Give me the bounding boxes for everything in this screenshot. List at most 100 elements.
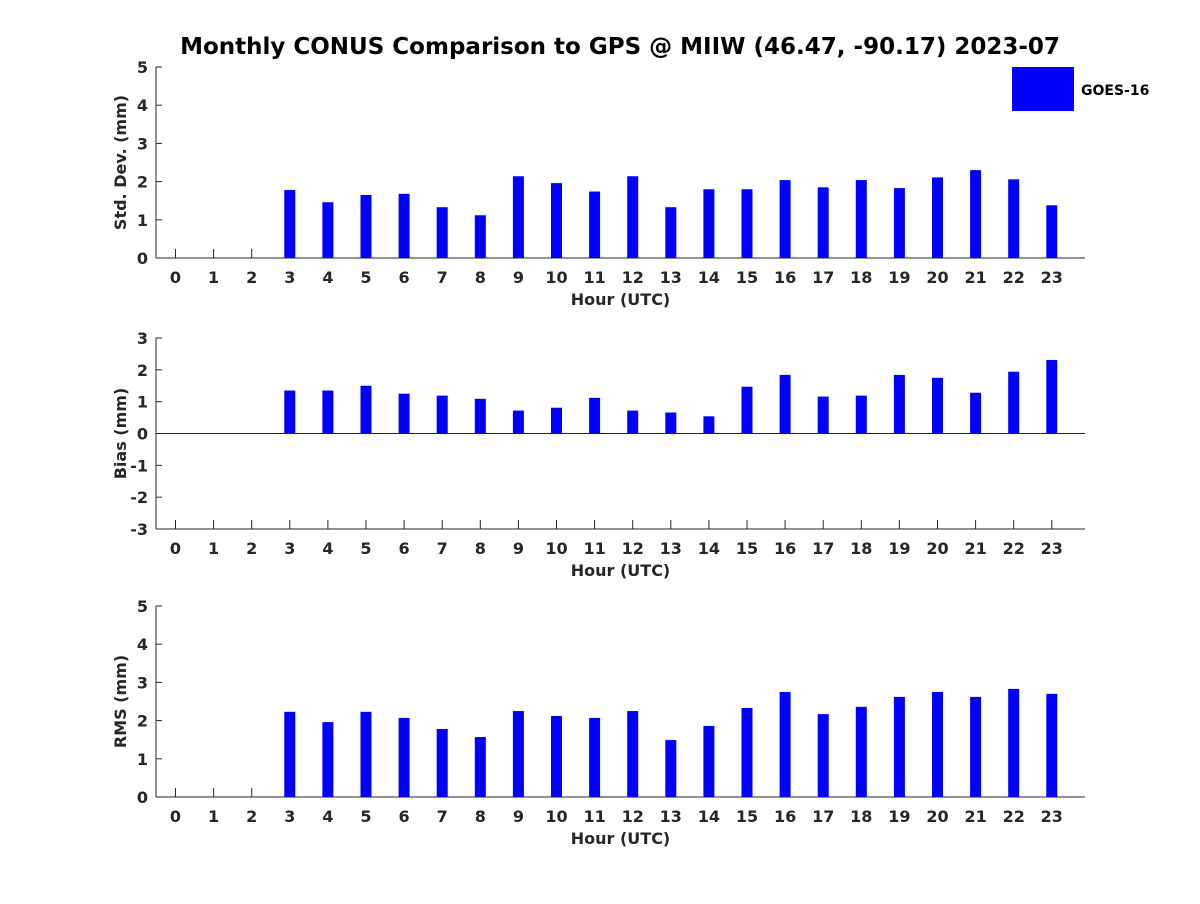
y-tick-label: 5 bbox=[137, 58, 148, 77]
x-tick-label: 16 bbox=[774, 539, 796, 558]
bar-std-dev-hour-16 bbox=[779, 180, 791, 258]
x-tick-label: 9 bbox=[513, 539, 524, 558]
bar-std-dev-hour-14 bbox=[703, 189, 715, 258]
y-tick-label: 3 bbox=[137, 329, 148, 348]
bar-std-dev-hour-18 bbox=[855, 180, 867, 258]
x-tick-label: 6 bbox=[399, 539, 410, 558]
bar-bias-hour-19 bbox=[893, 374, 905, 434]
x-tick-label: 20 bbox=[926, 268, 948, 287]
bar-rms-hour-9 bbox=[512, 711, 524, 797]
x-tick-label: 23 bbox=[1041, 539, 1063, 558]
bar-rms-hour-18 bbox=[855, 706, 867, 797]
x-tick-label: 21 bbox=[964, 539, 986, 558]
bar-std-dev-hour-10 bbox=[551, 183, 562, 258]
bar-rms-hour-3 bbox=[284, 711, 296, 797]
x-axis-label: Hour (UTC) bbox=[571, 829, 671, 848]
x-tick-label: 16 bbox=[774, 268, 796, 287]
x-tick-label: 3 bbox=[284, 539, 295, 558]
x-axis-label: Hour (UTC) bbox=[571, 290, 671, 309]
x-tick-label: 12 bbox=[622, 539, 644, 558]
y-tick-label: 2 bbox=[137, 173, 148, 192]
x-tick-label: 21 bbox=[964, 807, 986, 826]
x-tick-label: 0 bbox=[170, 539, 181, 558]
bar-bias-hour-23 bbox=[1046, 359, 1058, 434]
x-tick-label: 5 bbox=[360, 807, 371, 826]
x-tick-label: 17 bbox=[812, 268, 834, 287]
bar-rms-hour-20 bbox=[932, 691, 943, 797]
x-tick-label: 19 bbox=[888, 807, 910, 826]
bar-bias-hour-21 bbox=[970, 392, 982, 434]
x-tick-label: 11 bbox=[583, 268, 605, 287]
x-tick-label: 2 bbox=[246, 807, 257, 826]
x-tick-label: 2 bbox=[246, 539, 257, 558]
x-tick-label: 20 bbox=[926, 807, 948, 826]
y-tick-label: 2 bbox=[137, 712, 148, 731]
x-tick-label: 5 bbox=[360, 268, 371, 287]
y-tick-label: 0 bbox=[137, 788, 148, 807]
bar-std-dev-hour-23 bbox=[1046, 205, 1058, 258]
x-tick-label: 20 bbox=[926, 539, 948, 558]
bar-std-dev-hour-9 bbox=[512, 176, 524, 258]
x-tick-label: 7 bbox=[437, 539, 448, 558]
x-tick-label: 8 bbox=[475, 807, 486, 826]
x-tick-label: 10 bbox=[545, 268, 567, 287]
x-tick-label: 4 bbox=[322, 807, 333, 826]
x-tick-label: 17 bbox=[812, 807, 834, 826]
y-tick-label: 4 bbox=[137, 635, 148, 654]
x-tick-label: 0 bbox=[170, 268, 181, 287]
x-tick-label: 7 bbox=[437, 268, 448, 287]
x-tick-label: 13 bbox=[660, 539, 682, 558]
bar-rms-hour-21 bbox=[970, 696, 982, 797]
x-tick-label: 0 bbox=[170, 807, 181, 826]
bar-std-dev-hour-19 bbox=[893, 188, 905, 258]
bar-std-dev-hour-22 bbox=[1008, 179, 1020, 258]
bar-rms-hour-10 bbox=[551, 716, 562, 797]
bar-std-dev-hour-3 bbox=[284, 190, 296, 258]
x-tick-label: 2 bbox=[246, 268, 257, 287]
bar-rms-hour-19 bbox=[893, 696, 905, 797]
y-axis-label: RMS (mm) bbox=[111, 655, 130, 748]
x-tick-label: 9 bbox=[513, 268, 524, 287]
x-tick-label: 1 bbox=[208, 807, 219, 826]
bar-std-dev-hour-8 bbox=[474, 215, 486, 258]
x-tick-label: 13 bbox=[660, 807, 682, 826]
x-tick-label: 22 bbox=[1003, 268, 1025, 287]
x-tick-label: 16 bbox=[774, 807, 796, 826]
x-tick-label: 14 bbox=[698, 268, 720, 287]
bar-bias-hour-14 bbox=[703, 416, 715, 434]
x-axis-label: Hour (UTC) bbox=[571, 561, 671, 580]
bar-rms-hour-14 bbox=[703, 725, 715, 797]
x-tick-label: 4 bbox=[322, 539, 333, 558]
bar-bias-hour-5 bbox=[360, 385, 372, 434]
y-tick-label: 3 bbox=[137, 134, 148, 153]
x-tick-label: 5 bbox=[360, 539, 371, 558]
bar-std-dev-hour-17 bbox=[817, 187, 829, 258]
bar-rms-hour-22 bbox=[1008, 688, 1020, 797]
y-tick-label: 3 bbox=[137, 673, 148, 692]
legend-label: GOES-16 bbox=[1081, 83, 1149, 99]
bar-rms-hour-8 bbox=[474, 737, 486, 797]
bar-rms-hour-4 bbox=[322, 722, 334, 797]
x-tick-label: 15 bbox=[736, 807, 758, 826]
y-tick-label: 0 bbox=[137, 425, 148, 444]
bar-bias-hour-13 bbox=[665, 412, 677, 434]
y-tick-label: 0 bbox=[137, 249, 148, 268]
bar-bias-hour-10 bbox=[551, 407, 562, 434]
x-tick-label: 9 bbox=[513, 807, 524, 826]
y-tick-label: 5 bbox=[137, 597, 148, 616]
bar-std-dev-hour-7 bbox=[436, 207, 448, 258]
x-tick-label: 22 bbox=[1003, 539, 1025, 558]
x-tick-label: 13 bbox=[660, 268, 682, 287]
x-tick-label: 23 bbox=[1041, 807, 1063, 826]
legend-swatch bbox=[1012, 67, 1074, 111]
y-tick-label: 1 bbox=[137, 211, 148, 230]
chart-title: Monthly CONUS Comparison to GPS @ MIIW (… bbox=[180, 34, 1060, 60]
x-tick-label: 15 bbox=[736, 539, 758, 558]
bar-bias-hour-20 bbox=[932, 377, 943, 434]
